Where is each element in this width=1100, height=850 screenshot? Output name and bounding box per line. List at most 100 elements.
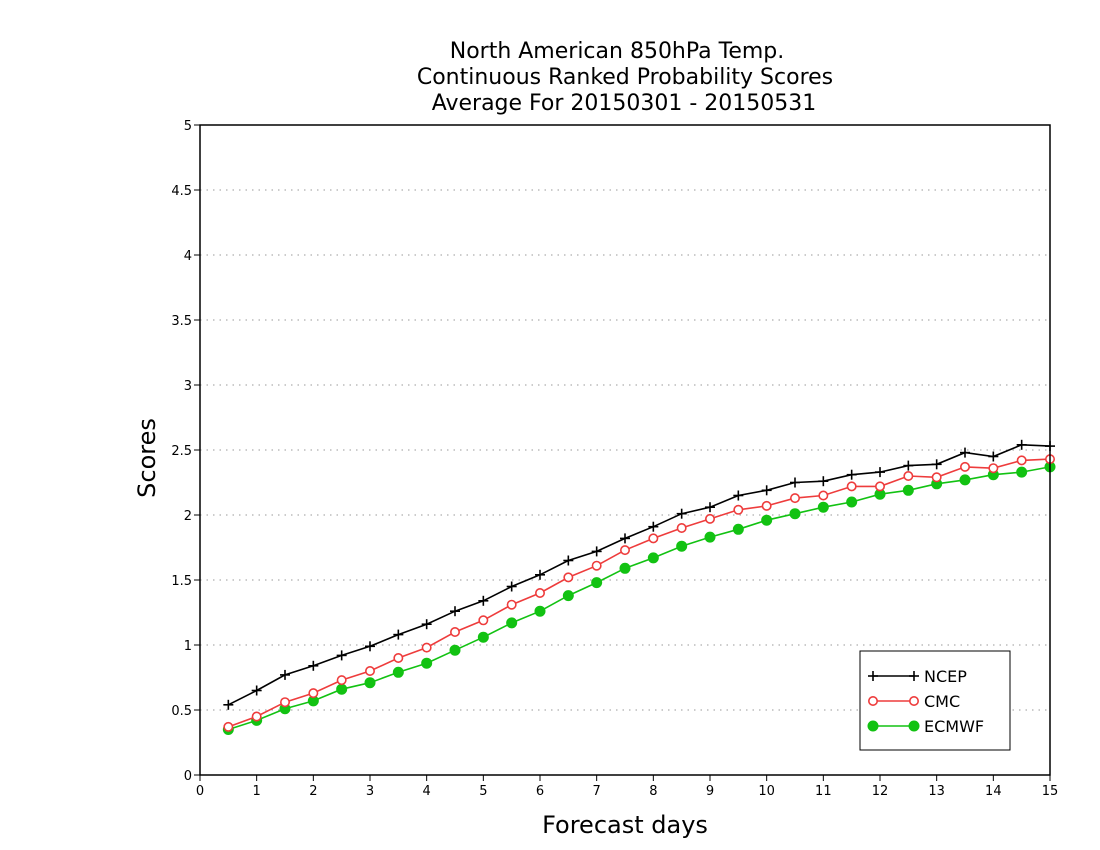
data-point-ecmwf (364, 677, 376, 689)
data-point-ncep (620, 533, 630, 544)
data-point-cmc (308, 688, 319, 699)
y-tick-label: 4.5 (171, 184, 192, 199)
y-tick-label: 5 (184, 119, 192, 134)
series-layer (222, 439, 1056, 735)
data-point-ecmwf (902, 484, 914, 496)
data-point-cmc (364, 665, 375, 676)
x-tick-label: 9 (706, 784, 714, 799)
data-point-ncep (393, 629, 404, 640)
data-point-ncep (931, 459, 942, 470)
grid-lines (200, 189, 1050, 711)
data-point-ecmwf (1016, 466, 1028, 478)
data-point-cmc (563, 572, 574, 583)
data-point-cmc (959, 461, 970, 472)
x-tick-label: 10 (758, 784, 775, 799)
y-tick-label: 0 (184, 769, 192, 784)
data-point-cmc (789, 493, 800, 504)
data-point-ecmwf (761, 514, 773, 526)
chart-title-line-1: North American 850hPa Temp. (450, 39, 785, 64)
data-point-ncep (563, 555, 574, 566)
chart-title-line-2: Continuous Ranked Probability Scores (417, 65, 833, 90)
data-point-ncep (535, 569, 545, 580)
y-tick-label: 0.5 (171, 704, 192, 719)
x-tick-label: 6 (536, 784, 544, 799)
data-point-ecmwf (817, 501, 829, 513)
data-point-cmc (676, 522, 687, 533)
legend: NCEP CMC ECMWF (859, 650, 1011, 751)
x-tick-label: 1 (253, 784, 261, 799)
x-tick-label: 2 (309, 784, 317, 799)
x-axis-title: Forecast days (542, 811, 708, 839)
data-point-cmc (591, 560, 602, 571)
y-tick-label: 2.5 (171, 444, 192, 459)
legend-marker-ecmwf (908, 720, 920, 732)
data-point-ncep (761, 485, 772, 496)
data-point-ncep (790, 477, 800, 488)
data-point-ncep (365, 641, 375, 652)
data-point-cmc (449, 626, 460, 637)
y-tick-label: 2 (184, 509, 192, 524)
legend-marker-cmc (908, 695, 919, 706)
data-point-ncep (450, 606, 460, 617)
legend-entry-cmc: CMC (867, 692, 960, 711)
data-point-ecmwf (534, 605, 546, 617)
data-point-ncep (280, 669, 290, 680)
legend-marker-ncep (868, 671, 878, 681)
legend-label-ncep: NCEP (924, 667, 967, 686)
data-point-cmc (223, 721, 234, 732)
data-point-ncep (478, 595, 489, 606)
data-point-cmc (619, 545, 630, 556)
legend-label-ecmwf: ECMWF (924, 717, 984, 736)
data-point-ecmwf (846, 496, 858, 508)
axis-ticks: 00.511.522.533.544.550 1 2 3 4 5 6 7 8 9 10 11 12 13 1… (171, 119, 1058, 799)
x-tick-label: 12 (872, 784, 889, 799)
data-point-cmc (846, 481, 857, 492)
data-point-cmc (733, 504, 744, 515)
data-point-ecmwf (959, 474, 971, 486)
data-point-cmc (393, 652, 404, 663)
x-tick-label: 3 (366, 784, 374, 799)
data-point-ecmwf (676, 540, 688, 552)
chart-title-line-3: Average For 20150301 - 20150531 (432, 91, 817, 116)
data-point-ncep (960, 447, 970, 458)
data-point-ncep (1016, 439, 1027, 450)
data-point-ncep (336, 650, 347, 661)
data-point-ecmwf (732, 523, 744, 535)
data-point-ncep (223, 699, 234, 710)
series-cmc (223, 454, 1056, 732)
x-tick-label: 0 (196, 784, 204, 799)
series-ncep (223, 439, 1055, 710)
y-tick-label: 3 (184, 379, 192, 394)
data-point-cmc (704, 513, 715, 524)
data-point-cmc (818, 490, 829, 501)
y-axis-title: Scores (133, 418, 161, 498)
legend-marker-ecmwf (867, 720, 879, 732)
x-tick-label: 14 (985, 784, 1002, 799)
data-point-cmc (931, 472, 942, 483)
data-point-ncep (875, 467, 885, 478)
data-point-ncep (308, 660, 319, 671)
x-tick-label: 13 (928, 784, 945, 799)
x-tick-label: 5 (479, 784, 487, 799)
x-tick-label: 7 (593, 784, 601, 799)
data-point-cmc (874, 481, 885, 492)
data-point-ncep (421, 619, 432, 630)
data-point-ecmwf (704, 531, 716, 543)
data-point-ncep (676, 508, 687, 519)
x-tick-label: 8 (649, 784, 657, 799)
data-point-ecmwf (647, 552, 659, 564)
x-tick-label: 11 (815, 784, 832, 799)
legend-marker-ncep (909, 671, 919, 681)
data-point-cmc (421, 642, 432, 653)
data-point-cmc (478, 615, 489, 626)
data-point-ncep (988, 451, 999, 462)
data-point-ecmwf (506, 617, 518, 629)
data-point-ncep (733, 490, 744, 501)
data-point-cmc (761, 500, 772, 511)
data-point-ecmwf (477, 631, 489, 643)
data-point-cmc (648, 533, 659, 544)
data-point-ncep (846, 469, 857, 480)
legend-entry-ncep: NCEP (868, 667, 967, 686)
data-point-cmc (1016, 455, 1027, 466)
